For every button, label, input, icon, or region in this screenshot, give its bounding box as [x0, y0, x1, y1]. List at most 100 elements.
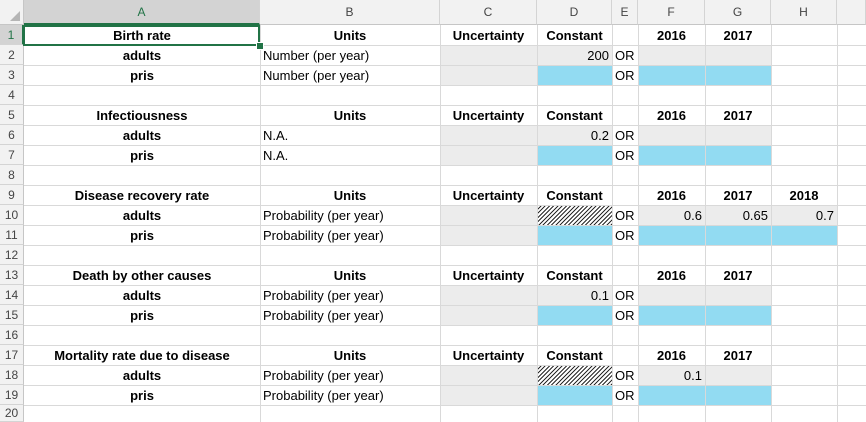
pris-input-cell[interactable]: [638, 145, 771, 165]
pris-input-cell[interactable]: [638, 225, 837, 245]
year-2016-header[interactable]: 2016: [657, 347, 686, 363]
column-header-h[interactable]: H: [771, 0, 837, 25]
units-header[interactable]: Units: [333, 27, 367, 43]
year-2017-header[interactable]: 2017: [723, 187, 753, 203]
row-header[interactable]: 11: [0, 225, 24, 245]
row-header[interactable]: 12: [0, 245, 24, 265]
pris-input-cell[interactable]: [537, 225, 612, 245]
units-cell[interactable]: Number (per year): [263, 67, 370, 83]
population-label-pris[interactable]: pris: [130, 227, 154, 243]
row-header[interactable]: 13: [0, 265, 24, 285]
population-label-pris[interactable]: pris: [130, 67, 154, 83]
units-cell[interactable]: Number (per year): [263, 47, 370, 63]
population-label-adults[interactable]: adults: [122, 287, 162, 303]
row-header[interactable]: 5: [0, 105, 24, 125]
units-header[interactable]: Units: [333, 107, 367, 123]
row-header[interactable]: 9: [0, 185, 24, 205]
population-label-adults[interactable]: adults: [122, 367, 162, 383]
uncertainty-header[interactable]: Uncertainty: [452, 187, 525, 203]
fill-handle[interactable]: [256, 42, 264, 50]
column-header-c[interactable]: C: [440, 0, 537, 25]
population-label-pris[interactable]: pris: [130, 307, 154, 323]
units-cell[interactable]: Probability (per year): [263, 207, 384, 223]
row-header[interactable]: 10: [0, 205, 24, 225]
pris-input-cell[interactable]: [537, 385, 612, 405]
pris-input-cell[interactable]: [537, 145, 612, 165]
pris-input-cell[interactable]: [638, 385, 771, 405]
table-title-birth-rate[interactable]: Birth rate: [113, 27, 171, 43]
row-header[interactable]: 2: [0, 45, 24, 65]
year-value-cell[interactable]: 0.6: [683, 207, 702, 223]
row-header[interactable]: 19: [0, 385, 24, 405]
row-header[interactable]: 7: [0, 145, 24, 165]
constant-header[interactable]: Constant: [546, 187, 603, 203]
year-2018-header[interactable]: 2018: [789, 187, 819, 203]
column-header-d[interactable]: D: [537, 0, 612, 25]
units-header[interactable]: Units: [333, 347, 367, 363]
uncertainty-header[interactable]: Uncertainty: [452, 107, 525, 123]
constant-header[interactable]: Constant: [546, 347, 603, 363]
row-header[interactable]: 20: [0, 405, 24, 422]
uncertainty-header[interactable]: Uncertainty: [452, 347, 525, 363]
table-title-infectiousness[interactable]: Infectiousness: [96, 107, 188, 123]
units-cell[interactable]: N.A.: [263, 147, 289, 163]
units-header[interactable]: Units: [333, 187, 367, 203]
pris-input-cell[interactable]: [638, 305, 771, 325]
units-cell[interactable]: Probability (per year): [263, 227, 384, 243]
row-header[interactable]: 1: [0, 25, 24, 45]
column-header-f[interactable]: F: [638, 0, 705, 25]
year-2017-header[interactable]: 2017: [723, 347, 753, 363]
constant-header[interactable]: Constant: [546, 267, 603, 283]
population-label-pris[interactable]: pris: [130, 147, 154, 163]
select-all-corner[interactable]: [0, 0, 24, 25]
population-label-adults[interactable]: adults: [122, 47, 162, 63]
column-header-g[interactable]: G: [705, 0, 771, 25]
units-cell[interactable]: N.A.: [263, 127, 289, 143]
pris-input-cell[interactable]: [638, 65, 771, 85]
uncertainty-header[interactable]: Uncertainty: [452, 27, 525, 43]
year-value-cell[interactable]: 0.1: [683, 367, 702, 383]
row-header[interactable]: 3: [0, 65, 24, 85]
year-value-cell[interactable]: 0.7: [815, 207, 834, 223]
column-header-i[interactable]: [837, 0, 866, 25]
constant-value-cell[interactable]: 0.1: [590, 287, 609, 303]
row-header[interactable]: 4: [0, 85, 24, 105]
uncertainty-header[interactable]: Uncertainty: [452, 267, 525, 283]
constant-header[interactable]: Constant: [546, 27, 603, 43]
table-title-mortality-rate[interactable]: Mortality rate due to disease: [54, 347, 230, 363]
population-label-pris[interactable]: pris: [130, 387, 154, 403]
year-2016-header[interactable]: 2016: [657, 267, 686, 283]
constant-value-cell[interactable]: 0.2: [590, 127, 609, 143]
population-label-adults[interactable]: adults: [122, 207, 162, 223]
units-header[interactable]: Units: [333, 267, 367, 283]
constant-header[interactable]: Constant: [546, 107, 603, 123]
units-cell[interactable]: Probability (per year): [263, 387, 384, 403]
row-header[interactable]: 16: [0, 325, 24, 345]
units-cell[interactable]: Probability (per year): [263, 287, 384, 303]
pris-input-cell[interactable]: [537, 65, 612, 85]
row-header[interactable]: 8: [0, 165, 24, 185]
pris-input-cell[interactable]: [537, 305, 612, 325]
units-cell[interactable]: Probability (per year): [263, 307, 384, 323]
column-header-e[interactable]: E: [612, 0, 638, 25]
table-title-disease-recovery-rate[interactable]: Disease recovery rate: [74, 187, 210, 203]
row-header[interactable]: 18: [0, 365, 24, 385]
row-header[interactable]: 15: [0, 305, 24, 325]
row-header[interactable]: 6: [0, 125, 24, 145]
population-label-adults[interactable]: adults: [122, 127, 162, 143]
year-value-cell[interactable]: 0.65: [742, 207, 768, 223]
table-title-death-by-other-causes[interactable]: Death by other causes: [72, 267, 212, 283]
year-2016-header[interactable]: 2016: [657, 27, 686, 43]
column-header-a[interactable]: A: [24, 0, 260, 25]
row-header[interactable]: 14: [0, 285, 24, 305]
units-cell[interactable]: Probability (per year): [263, 367, 384, 383]
column-header-b[interactable]: B: [260, 0, 440, 25]
constant-value-cell[interactable]: 200: [587, 47, 609, 63]
row-header[interactable]: 17: [0, 345, 24, 365]
year-2016-header[interactable]: 2016: [657, 187, 686, 203]
year-2017-header[interactable]: 2017: [723, 267, 753, 283]
year-2017-header[interactable]: 2017: [723, 27, 753, 43]
year-2017-header[interactable]: 2017: [723, 107, 753, 123]
year-2016-header[interactable]: 2016: [657, 107, 686, 123]
